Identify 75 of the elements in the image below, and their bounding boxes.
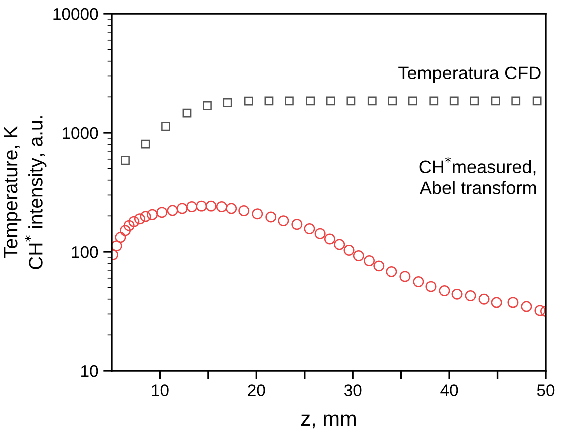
- point: [182, 108, 192, 118]
- point: [278, 216, 290, 227]
- point: [400, 271, 411, 282]
- point: [206, 200, 217, 212]
- x-tick-label: 20: [248, 384, 266, 396]
- y-tick-label: 10: [82, 365, 98, 378]
- point: [266, 212, 277, 223]
- point: [491, 96, 500, 106]
- point: [156, 207, 168, 218]
- point: [408, 96, 418, 106]
- point: [508, 297, 519, 308]
- point: [491, 297, 502, 308]
- annotation: CH$^{*}$measured, Abel transform: [420, 157, 536, 194]
- point: [264, 96, 274, 106]
- point: [326, 96, 336, 106]
- point: [512, 96, 521, 106]
- point: [128, 216, 140, 228]
- point: [285, 96, 294, 106]
- point: [374, 260, 385, 272]
- point: [147, 209, 158, 220]
- point: [162, 122, 170, 132]
- y-axis-title: Temperature, K CH$^{*}$ intensity, a.u.: [4, 116, 47, 270]
- point: [368, 96, 377, 106]
- point: [353, 250, 364, 262]
- point: [534, 305, 546, 316]
- x-axis-title: z, mm: [301, 414, 356, 429]
- x-tick-label: 40: [440, 384, 458, 396]
- point: [532, 96, 542, 106]
- point: [439, 286, 450, 297]
- y-tick-label: 1000: [63, 127, 98, 140]
- x-tick-label: 50: [537, 384, 555, 396]
- point: [216, 201, 228, 212]
- point: [115, 232, 126, 244]
- point: [478, 294, 490, 305]
- annotation: Temperatura CFD: [398, 66, 541, 84]
- point: [244, 96, 254, 106]
- point: [426, 281, 437, 292]
- point: [112, 240, 122, 252]
- point: [238, 206, 250, 217]
- point: [196, 200, 208, 212]
- x-tick-label: 30: [344, 384, 362, 396]
- point: [470, 96, 480, 106]
- point: [306, 96, 316, 106]
- point: [203, 102, 212, 110]
- point: [167, 205, 178, 216]
- point: [124, 220, 135, 232]
- point: [465, 290, 476, 302]
- point: [430, 96, 439, 106]
- point: [314, 228, 326, 240]
- point: [452, 288, 463, 300]
- point: [450, 96, 459, 106]
- point: [521, 301, 532, 312]
- point: [141, 140, 150, 149]
- y-tick-label: 10000: [54, 8, 98, 20]
- point: [140, 211, 152, 222]
- x-tick-label: 10: [152, 384, 169, 396]
- point: [120, 225, 131, 236]
- point: [334, 239, 346, 250]
- point: [252, 208, 264, 220]
- point: [386, 266, 398, 278]
- point: [292, 219, 303, 230]
- point: [413, 276, 424, 288]
- point: [364, 256, 375, 266]
- point: [176, 203, 188, 214]
- point: [344, 244, 355, 256]
- point: [346, 96, 356, 106]
- point: [304, 224, 316, 235]
- point: [388, 96, 398, 106]
- point: [324, 234, 336, 245]
- point: [226, 203, 238, 214]
- point: [186, 201, 198, 212]
- point: [121, 156, 130, 166]
- y-tick-label: 100: [72, 246, 98, 258]
- point: [134, 214, 146, 225]
- point: [223, 98, 232, 108]
